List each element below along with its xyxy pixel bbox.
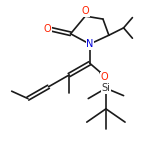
Text: Si: Si [102, 83, 110, 93]
Text: N: N [86, 39, 93, 49]
Text: O: O [100, 72, 108, 82]
Text: O: O [44, 24, 51, 34]
Text: O: O [81, 6, 89, 16]
